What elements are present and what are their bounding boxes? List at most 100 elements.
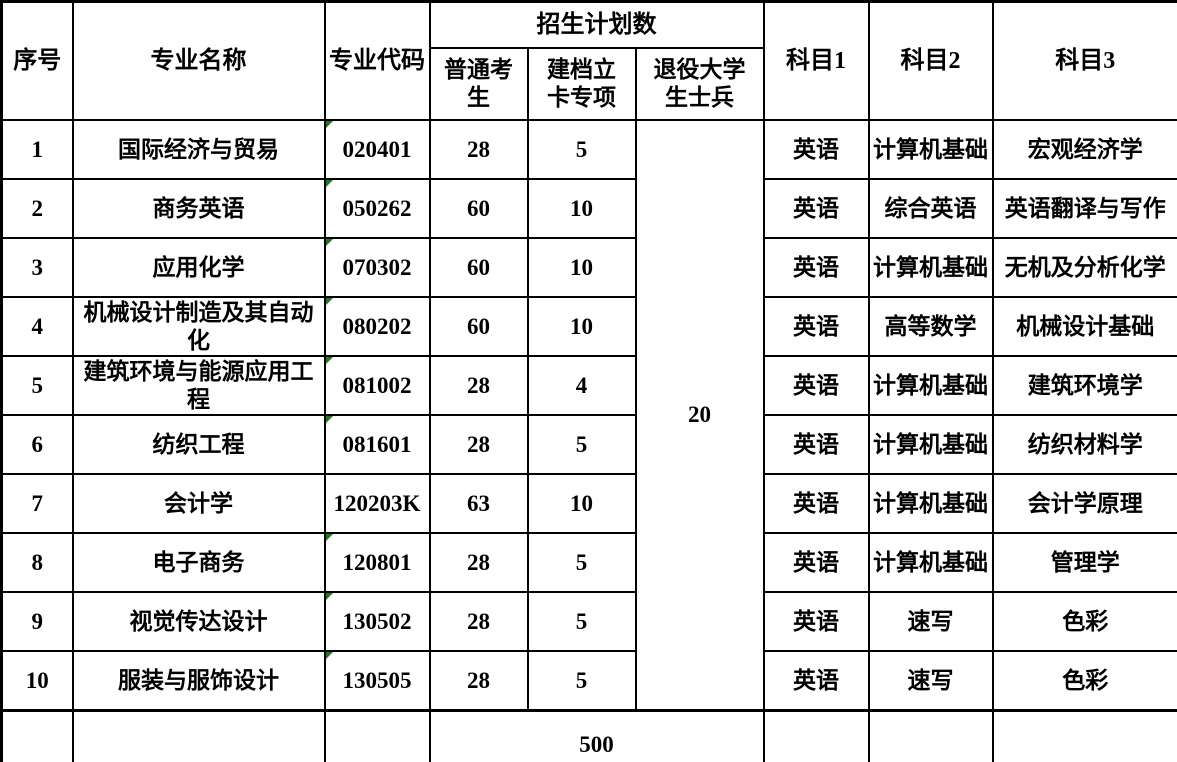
header-row-top: 序号 专业名称 专业代码 招生计划数 科目1 科目2 科目3: [0, 0, 1177, 121]
cell-subject1: 英语: [762, 355, 870, 416]
cell-row-index: 4: [0, 296, 74, 357]
cell-row-index: 2: [0, 178, 74, 239]
header-plan-group: 招生计划数: [428, 0, 765, 49]
cell-subject2: 计算机基础: [867, 532, 994, 593]
cell-plan-special: 5: [526, 650, 637, 712]
cell-major-name: 会计学: [71, 473, 326, 534]
cell-major-name: 视觉传达设计: [71, 591, 326, 652]
cell-major-code: 081601: [323, 414, 431, 475]
grand-total-cell: 500: [428, 709, 765, 762]
excel-flag-icon: [326, 240, 333, 246]
cell-subject2: 计算机基础: [867, 473, 994, 534]
cell-plan-veteran-merged: 20: [634, 119, 765, 712]
cell-row-index: 1: [0, 119, 74, 180]
cell-subject3: 建筑环境学: [991, 355, 1177, 416]
cell-plan-special: 10: [526, 237, 637, 298]
total-subject2-empty: [867, 709, 994, 762]
cell-major-code: 130502: [323, 591, 431, 652]
cell-plan-special: 5: [526, 119, 637, 180]
cell-row-index: 10: [0, 650, 74, 712]
total-name-empty: [71, 709, 326, 762]
cell-subject1: 英语: [762, 237, 870, 298]
cell-subject3: 会计学原理: [991, 473, 1177, 534]
cell-row-index: 3: [0, 237, 74, 298]
header-row-sub: 普通考 生 建档立 卡专项 退役大学 生士兵: [2, 47, 1177, 121]
cell-major-name: 应用化学: [71, 237, 326, 298]
cell-major-code: 020401: [323, 119, 431, 180]
cell-major-code: 050262: [323, 178, 431, 239]
cell-major-name: 机械设计制造及其自动 化: [71, 296, 326, 357]
table-row: 7 会计学 120203K 63 10 英语 计算机基础 会计学原理: [0, 473, 1177, 534]
table-row: 6 纺织工程 081601 28 5 英语 计算机基础 纺织材料学: [0, 414, 1177, 475]
table-row: 10 服装与服饰设计 130505 28 5 英语 速写 色彩: [0, 650, 1177, 712]
table-row: 8 电子商务 120801 28 5 英语 计算机基础 管理学: [0, 532, 1177, 593]
cell-major-code: 130505: [323, 650, 431, 712]
total-code-empty: [323, 709, 431, 762]
excel-flag-icon: [326, 652, 333, 659]
cell-plan-regular: 63: [428, 473, 529, 534]
cell-subject2: 计算机基础: [867, 414, 994, 475]
cell-subject1: 英语: [762, 591, 870, 652]
cell-major-name: 建筑环境与能源应用工 程: [71, 355, 326, 416]
cell-subject2: 计算机基础: [867, 355, 994, 416]
cell-plan-regular: 28: [428, 119, 529, 180]
cell-plan-special: 10: [526, 178, 637, 239]
table-row: 9 视觉传达设计 130502 28 5 英语 速写 色彩: [0, 591, 1177, 652]
excel-flag-icon: [326, 594, 333, 600]
cell-major-name: 电子商务: [71, 532, 326, 593]
cell-subject3: 管理学: [991, 532, 1177, 593]
cell-major-code: 080202: [323, 296, 431, 357]
table-row: 2 商务英语 050262 60 10 英语 综合英语 英语翻译与写作: [0, 178, 1177, 239]
cell-row-index: 8: [0, 532, 74, 593]
cell-plan-regular: 28: [428, 591, 529, 652]
cell-plan-regular: 28: [428, 414, 529, 475]
cell-row-index: 9: [0, 591, 74, 652]
cell-subject1: 英语: [762, 532, 870, 593]
cell-subject3: 无机及分析化学: [991, 237, 1177, 298]
excel-flag-icon: [326, 181, 333, 187]
cell-major-code: 070302: [323, 237, 431, 298]
cell-plan-special: 5: [526, 414, 637, 475]
table-body: 1 国际经济与贸易 020401 28 5 20 英语 计算机基础 宏观经济学 2 商务英语 0502…: [0, 119, 1177, 712]
table-row: 3 应用化学 070302 60 10 英语 计算机基础 无机及分析化学: [0, 237, 1177, 298]
cell-subject2: 计算机基础: [867, 119, 994, 180]
cell-subject3: 英语翻译与写作: [991, 178, 1177, 239]
cell-subject3: 色彩: [991, 650, 1177, 712]
cell-subject1: 英语: [762, 119, 870, 180]
excel-flag-icon: [326, 299, 333, 305]
cell-plan-regular: 28: [428, 532, 529, 593]
header-index: 序号: [0, 0, 74, 121]
cell-row-index: 5: [0, 355, 74, 416]
total-subject3-empty: [991, 709, 1177, 762]
cell-major-name: 纺织工程: [71, 414, 326, 475]
excel-flag-icon: [326, 122, 333, 128]
cell-plan-special: 4: [526, 355, 637, 416]
header-plan-special: 建档立 卡专项: [526, 47, 637, 121]
total-subject1-empty: [762, 709, 870, 762]
cell-subject1: 英语: [762, 178, 870, 239]
cell-major-name: 商务英语: [71, 178, 326, 239]
cell-major-code: 120203K: [323, 473, 431, 534]
cell-major-name: 服装与服饰设计: [71, 650, 326, 712]
header-major-code: 专业代码: [323, 0, 431, 121]
cell-subject2: 高等数学: [867, 296, 994, 357]
cell-subject1: 英语: [762, 296, 870, 357]
cell-row-index: 6: [0, 414, 74, 475]
cell-subject1: 英语: [762, 414, 870, 475]
cell-subject2: 速写: [867, 591, 994, 652]
cell-subject2: 计算机基础: [867, 237, 994, 298]
cell-plan-special: 10: [526, 296, 637, 357]
cell-plan-regular: 28: [428, 650, 529, 712]
cell-subject3: 色彩: [991, 591, 1177, 652]
cell-major-name: 国际经济与贸易: [71, 119, 326, 180]
cell-plan-special: 5: [526, 532, 637, 593]
header-plan-regular: 普通考 生: [428, 47, 529, 121]
cell-major-code: 081002: [323, 355, 431, 416]
header-subject1: 科目1: [762, 0, 870, 121]
header-major-name: 专业名称: [71, 0, 326, 121]
cell-plan-regular: 60: [428, 296, 529, 357]
total-row: 500: [0, 709, 1177, 762]
table-row: 4 机械设计制造及其自动 化 080202 60 10 英语 高等数学 机械设计基础: [0, 296, 1177, 357]
